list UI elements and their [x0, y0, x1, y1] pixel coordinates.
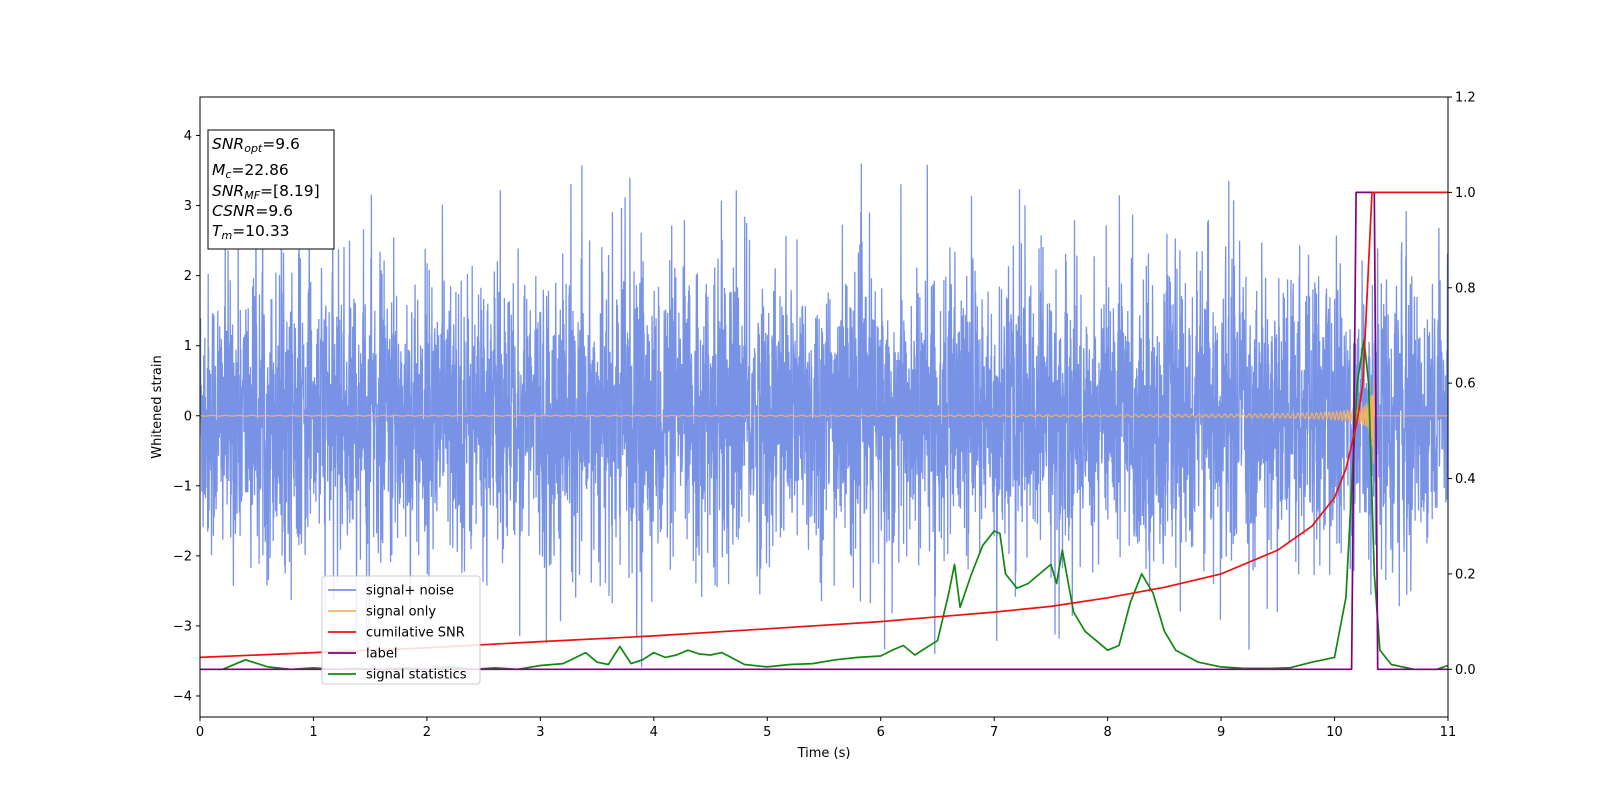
- y-right-tick-label: 0.0: [1455, 663, 1476, 678]
- y-left-tick-label: −2: [173, 549, 192, 564]
- series-signal-noise: [200, 163, 1448, 668]
- info-line: Mc=22.86: [212, 161, 289, 181]
- x-tick-label: 4: [650, 725, 658, 740]
- x-axis: 0 1 2 3 4 5 6 7 8 9 10 11: [196, 717, 1456, 740]
- plot-frame: [199, 96, 1449, 718]
- x-tick-label: 11: [1440, 725, 1457, 740]
- legend-label: cumilative SNR: [366, 626, 465, 641]
- x-tick-label: 0: [196, 725, 204, 740]
- x-tick-label: 6: [877, 725, 885, 740]
- series-label: [200, 191, 1448, 671]
- y-left-tick-label: 4: [184, 129, 192, 144]
- legend-label: label: [366, 647, 397, 662]
- legend-label: signal only: [366, 605, 436, 620]
- legend: signal+ noise signal only cumilative SNR la…: [321, 575, 481, 685]
- y-right-tick-label: 0.8: [1455, 281, 1476, 296]
- x-tick-label: 9: [1217, 725, 1225, 740]
- info-line: Tm=10.33: [212, 222, 290, 242]
- info-line: SNRMF=[8.19]: [212, 182, 320, 202]
- y-axis-label: Whitened strain: [150, 355, 165, 458]
- y-right-tick-label: 0.4: [1455, 472, 1476, 487]
- y-right-tick-label: 0.6: [1455, 377, 1476, 392]
- y-left-tick-label: 3: [184, 199, 192, 214]
- x-tick-label: 7: [990, 725, 998, 740]
- y-left-tick-label: −4: [173, 689, 192, 704]
- y-right-tick-label: 0.2: [1455, 567, 1476, 582]
- y-left-tick-label: 2: [184, 269, 192, 284]
- series-cumulative-snr: [200, 191, 1448, 659]
- legend-label: signal+ noise: [366, 584, 454, 599]
- x-tick-label: 8: [1103, 725, 1111, 740]
- x-axis-label: Time (s): [797, 746, 851, 761]
- y-axis-right: 1.2 1.0 0.8 0.6 0.4 0.2 0.0: [1448, 91, 1476, 678]
- y-left-tick-label: 0: [184, 409, 192, 424]
- plot-area: [200, 163, 1448, 671]
- legend-frame: [321, 575, 481, 685]
- info-box-frame: [207, 129, 335, 250]
- y-right-tick-label: 1.0: [1455, 186, 1476, 201]
- x-tick-label: 5: [763, 725, 771, 740]
- y-right-tick-label: 1.2: [1455, 91, 1476, 106]
- x-tick-label: 1: [309, 725, 317, 740]
- series-signal-only: [200, 379, 1448, 464]
- x-tick-label: 10: [1326, 725, 1343, 740]
- y-left-tick-label: −3: [173, 619, 192, 634]
- info-line: SNRopt=9.6: [212, 135, 300, 155]
- y-left-tick-label: −1: [173, 479, 192, 494]
- y-left-tick-label: 1: [184, 339, 192, 354]
- x-tick-label: 3: [536, 725, 544, 740]
- info-line: CSNR=9.6: [212, 202, 293, 220]
- y-axis-left: 4 3 2 1 0 −1 −2 −3 −4: [173, 129, 200, 704]
- legend-label: signal statistics: [366, 668, 467, 683]
- x-tick-label: 2: [423, 725, 431, 740]
